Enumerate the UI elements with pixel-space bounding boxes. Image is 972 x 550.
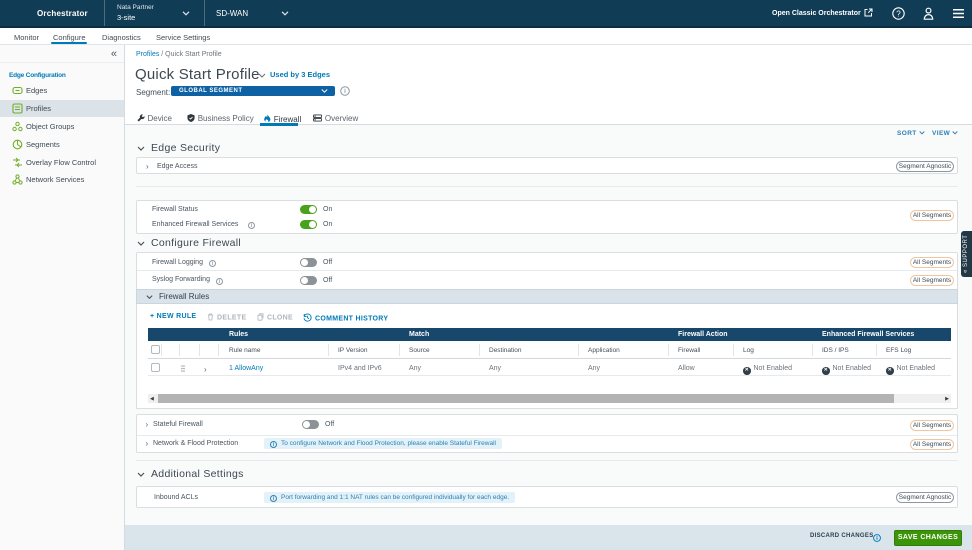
svg-text:?: ? <box>896 9 901 18</box>
